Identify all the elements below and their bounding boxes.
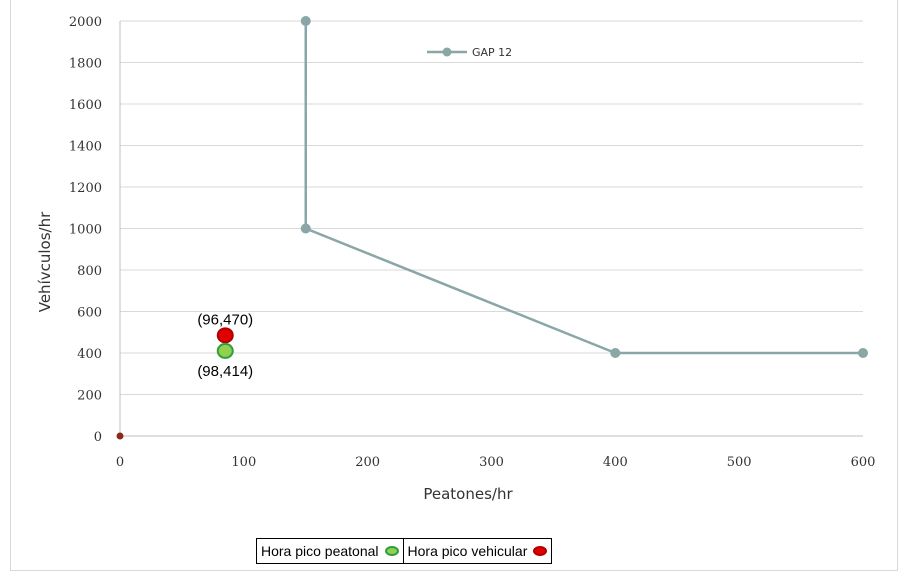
x-tick-labels: 0 100 200 300 400 500 600 [116, 455, 876, 470]
y-axis-title: Vehívculos/hr [36, 211, 54, 312]
x-axis-title: Peatones/hr [423, 485, 513, 503]
series-legend: GAP 12 [427, 46, 512, 59]
y-tick-label-800: 800 [77, 264, 102, 279]
bottom-legend-label-peatonal: Hora pico peatonal [261, 543, 379, 559]
x-tick-label-300: 300 [479, 455, 504, 470]
y-tick-label-1800: 1800 [69, 57, 102, 72]
annotation-label-0: (96,470) [197, 311, 253, 328]
y-tick-label-2000: 2000 [69, 15, 102, 30]
series-point-0-1 [300, 223, 311, 234]
y-tick-labels: 0 200 400 600 800 1000 1200 1400 1600 1800 2000 [69, 15, 102, 445]
series-point-0-0 [300, 16, 311, 26]
series-layer [116, 16, 868, 440]
bottom-legend-label-vehicular: Hora pico vehicular [407, 543, 528, 559]
gridlines [120, 20, 863, 395]
annotation-layer: (96,470) (98,414) [197, 311, 253, 380]
y-tick-label-1400: 1400 [69, 140, 102, 155]
bottom-legend-item-peatonal: Hora pico peatonal [257, 539, 403, 563]
annotation-label-1: (98,414) [197, 363, 253, 380]
x-tick-label-100: 100 [231, 455, 256, 470]
y-tick-label-1000: 1000 [69, 223, 102, 238]
x-tick-label-0: 0 [116, 455, 124, 470]
origin-point [116, 432, 124, 440]
bottom-legend-swatch-peatonal [384, 546, 399, 556]
annotation-marker-1 [216, 342, 234, 359]
series-point-0-2 [610, 348, 621, 358]
y-tick-label-0: 0 [94, 430, 102, 445]
y-tick-label-600: 600 [77, 306, 102, 321]
bottom-legend-swatch-vehicular [533, 546, 548, 556]
chart-plot: 0 200 400 600 800 1000 1200 1400 1600 1800 2000 0 1… [36, 15, 876, 503]
x-tick-label-600: 600 [851, 455, 876, 470]
y-tick-label-1600: 1600 [69, 98, 102, 113]
series-line-0 [304, 21, 863, 355]
x-tick-label-400: 400 [603, 455, 628, 470]
x-tick-label-500: 500 [727, 455, 752, 470]
y-tick-label-200: 200 [77, 389, 102, 404]
annotation-marker-0 [216, 327, 234, 344]
bottom-legend: Hora pico peatonal Hora pico vehicular [256, 538, 553, 564]
bottom-legend-item-vehicular: Hora pico vehicular [402, 539, 552, 563]
legend-label-gap12: GAP 12 [472, 46, 512, 59]
x-tick-label-200: 200 [355, 455, 380, 470]
y-tick-label-1200: 1200 [69, 181, 102, 196]
chart-frame [10, 0, 898, 571]
legend-marker-swatch [442, 47, 452, 57]
series-point-0-3 [858, 348, 868, 358]
y-tick-label-400: 400 [77, 347, 102, 362]
